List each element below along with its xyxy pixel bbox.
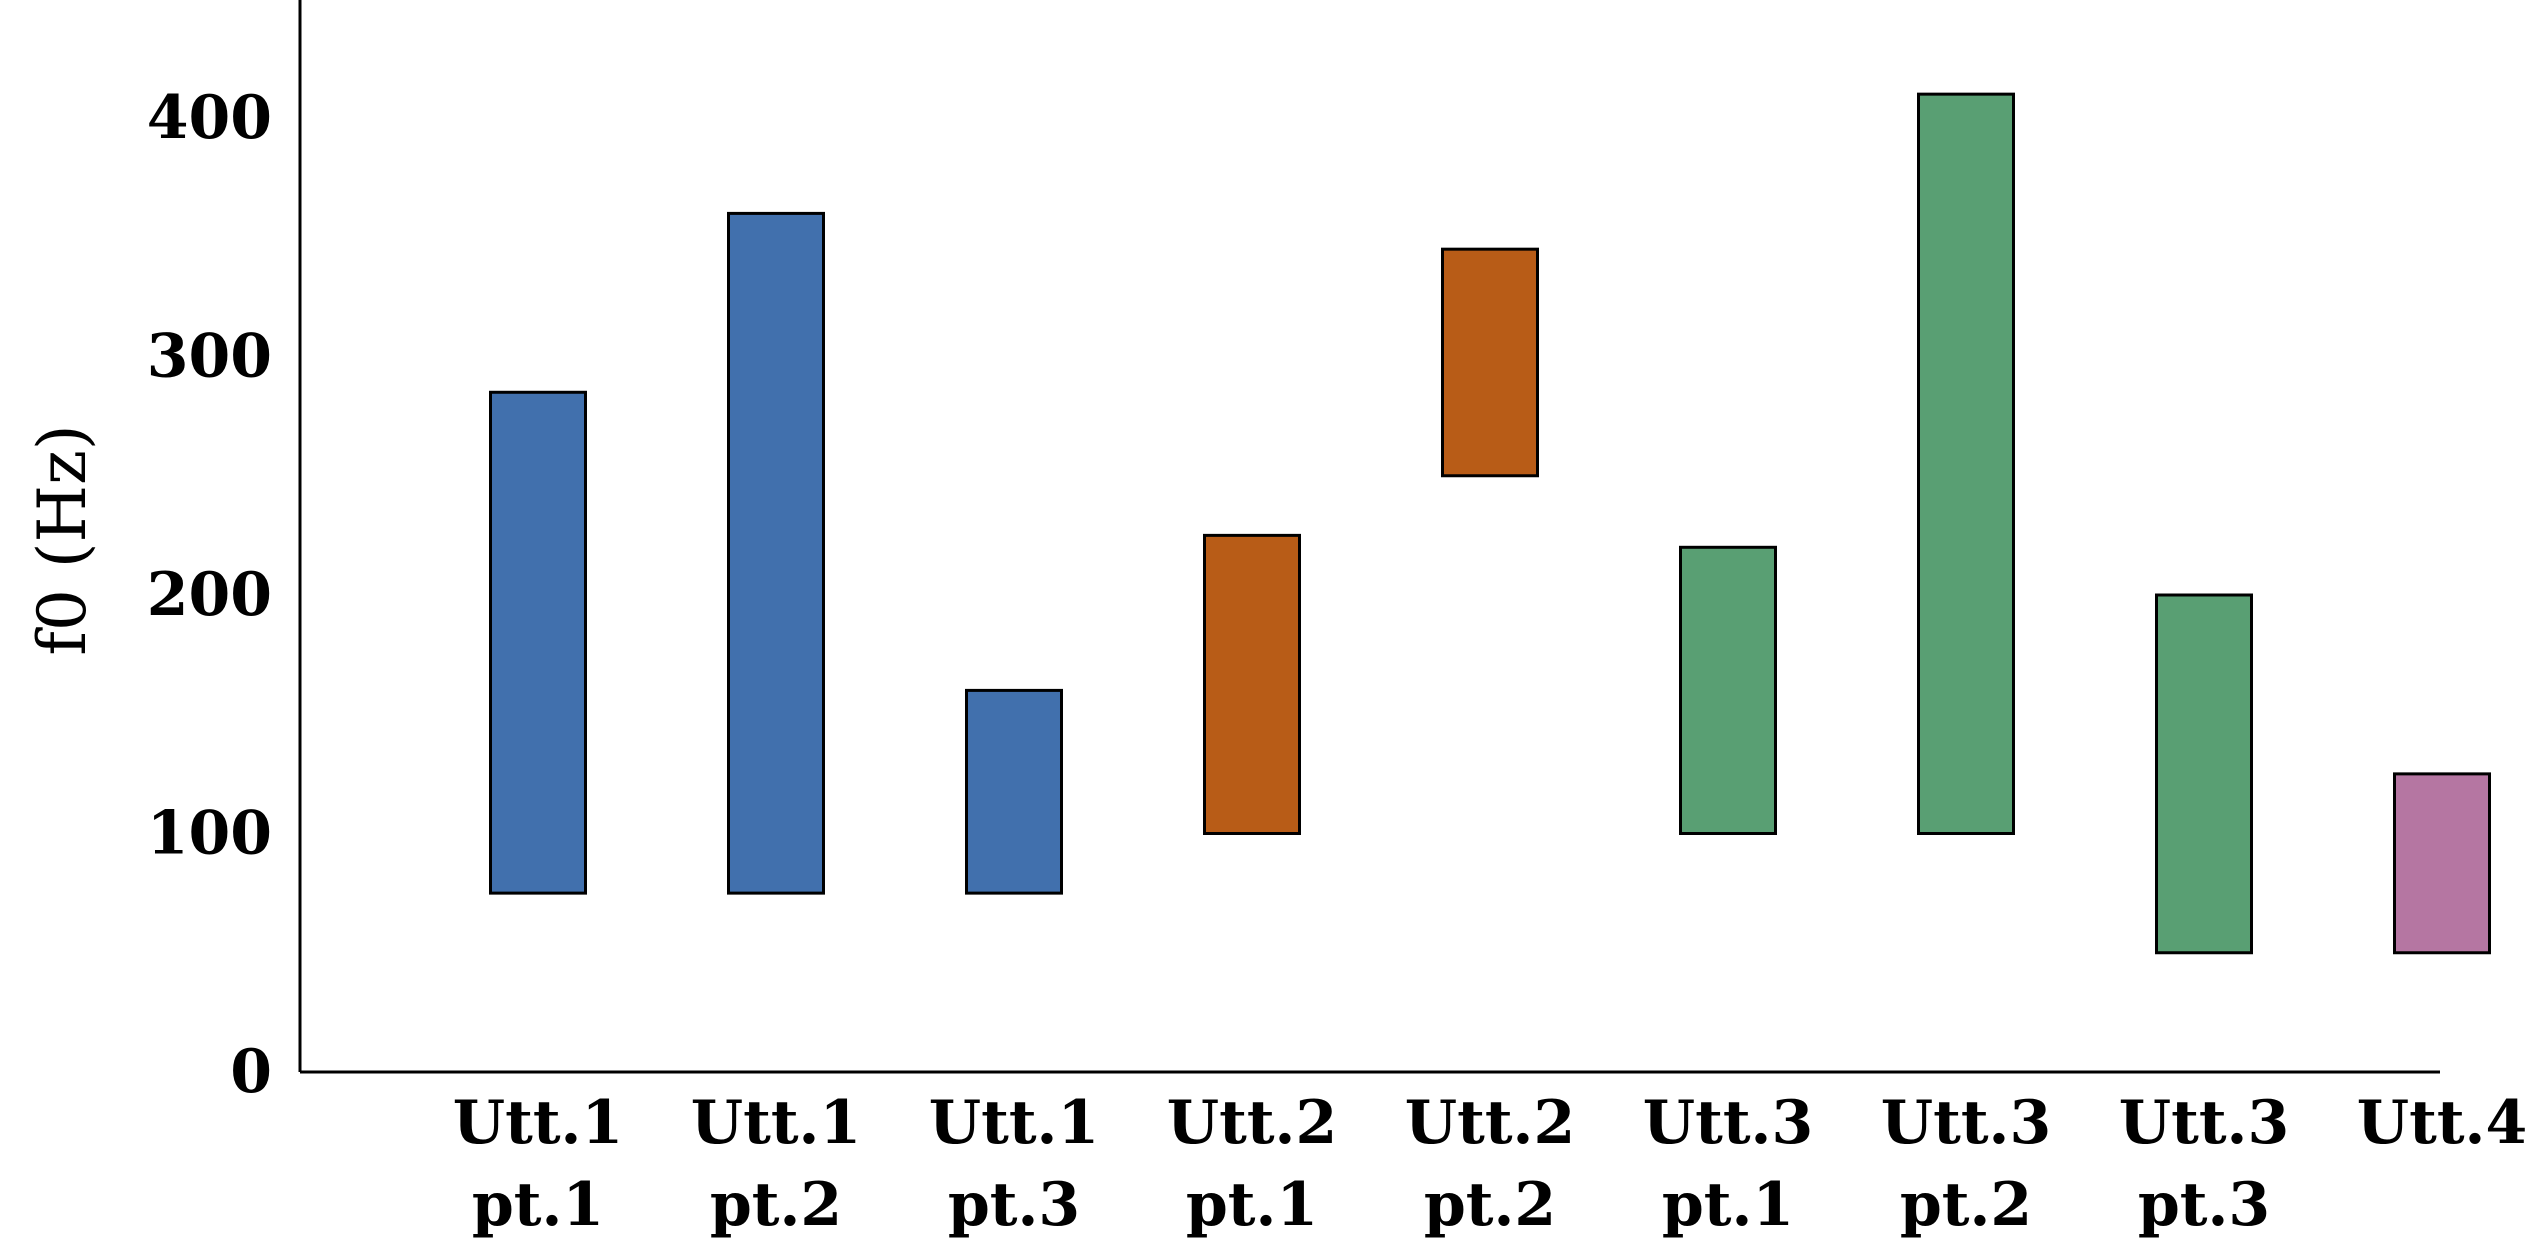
x-tick-label-line: Utt.1 <box>453 1088 623 1158</box>
bar-4 <box>1203 533 1301 835</box>
x-tick-label: Utt.1 pt.3 <box>929 1088 1099 1240</box>
x-tick-label: Utt.4 <box>2357 1088 2526 1158</box>
y-tick-label: 0 <box>230 1037 272 1107</box>
x-tick-label-line: pt.2 <box>1900 1170 2032 1240</box>
bar-9 <box>2393 772 2491 955</box>
x-tick-label-line: Utt.3 <box>2119 1088 2289 1158</box>
y-tick-labels: 0 100 200 300 400 <box>147 83 272 1107</box>
x-tick-label: Utt.1 pt.2 <box>691 1088 861 1240</box>
bar-7 <box>1917 92 2015 835</box>
x-tick-label-line: Utt.3 <box>1643 1088 1813 1158</box>
x-tick-label-line: pt.2 <box>1424 1170 1556 1240</box>
x-tick-label: Utt.3 pt.2 <box>1881 1088 2051 1240</box>
x-tick-label-line: pt.1 <box>1186 1170 1318 1240</box>
bar-8 <box>2155 593 2253 955</box>
y-tick-label: 300 <box>147 322 272 392</box>
bar-2 <box>727 211 825 895</box>
bar-6 <box>1679 545 1777 835</box>
x-tick-label-line: Utt.1 <box>929 1088 1099 1158</box>
x-tick-label: Utt.2 pt.2 <box>1405 1088 1575 1240</box>
y-axis-title: f0 (Hz) <box>24 424 101 655</box>
x-tick-label-line: pt.3 <box>2138 1170 2270 1240</box>
x-tick-label-line: Utt.4 <box>2357 1088 2526 1158</box>
x-tick-label-line: pt.1 <box>472 1170 604 1240</box>
x-tick-label-line: pt.1 <box>1662 1170 1794 1240</box>
x-tick-label: Utt.3 pt.3 <box>2119 1088 2289 1240</box>
y-tick-label: 200 <box>147 560 272 630</box>
x-tick-label: Utt.1 pt.1 <box>453 1088 623 1240</box>
x-tick-label: Utt.3 pt.1 <box>1643 1088 1813 1240</box>
x-tick-label-line: pt.3 <box>948 1170 1080 1240</box>
y-tick-label: 400 <box>147 83 272 153</box>
x-tick-label-line: Utt.1 <box>691 1088 861 1158</box>
x-tick-label-line: pt.2 <box>710 1170 842 1240</box>
bar-5 <box>1441 247 1539 478</box>
x-tick-label-line: Utt.3 <box>1881 1088 2051 1158</box>
bar-1 <box>489 390 587 895</box>
x-tick-label-line: Utt.2 <box>1167 1088 1337 1158</box>
x-tick-label: Utt.2 pt.1 <box>1167 1088 1337 1240</box>
bar-3 <box>965 688 1063 895</box>
x-tick-label-line: Utt.2 <box>1405 1088 1575 1158</box>
y-tick-label: 100 <box>147 799 272 869</box>
bars-group <box>489 92 2491 955</box>
